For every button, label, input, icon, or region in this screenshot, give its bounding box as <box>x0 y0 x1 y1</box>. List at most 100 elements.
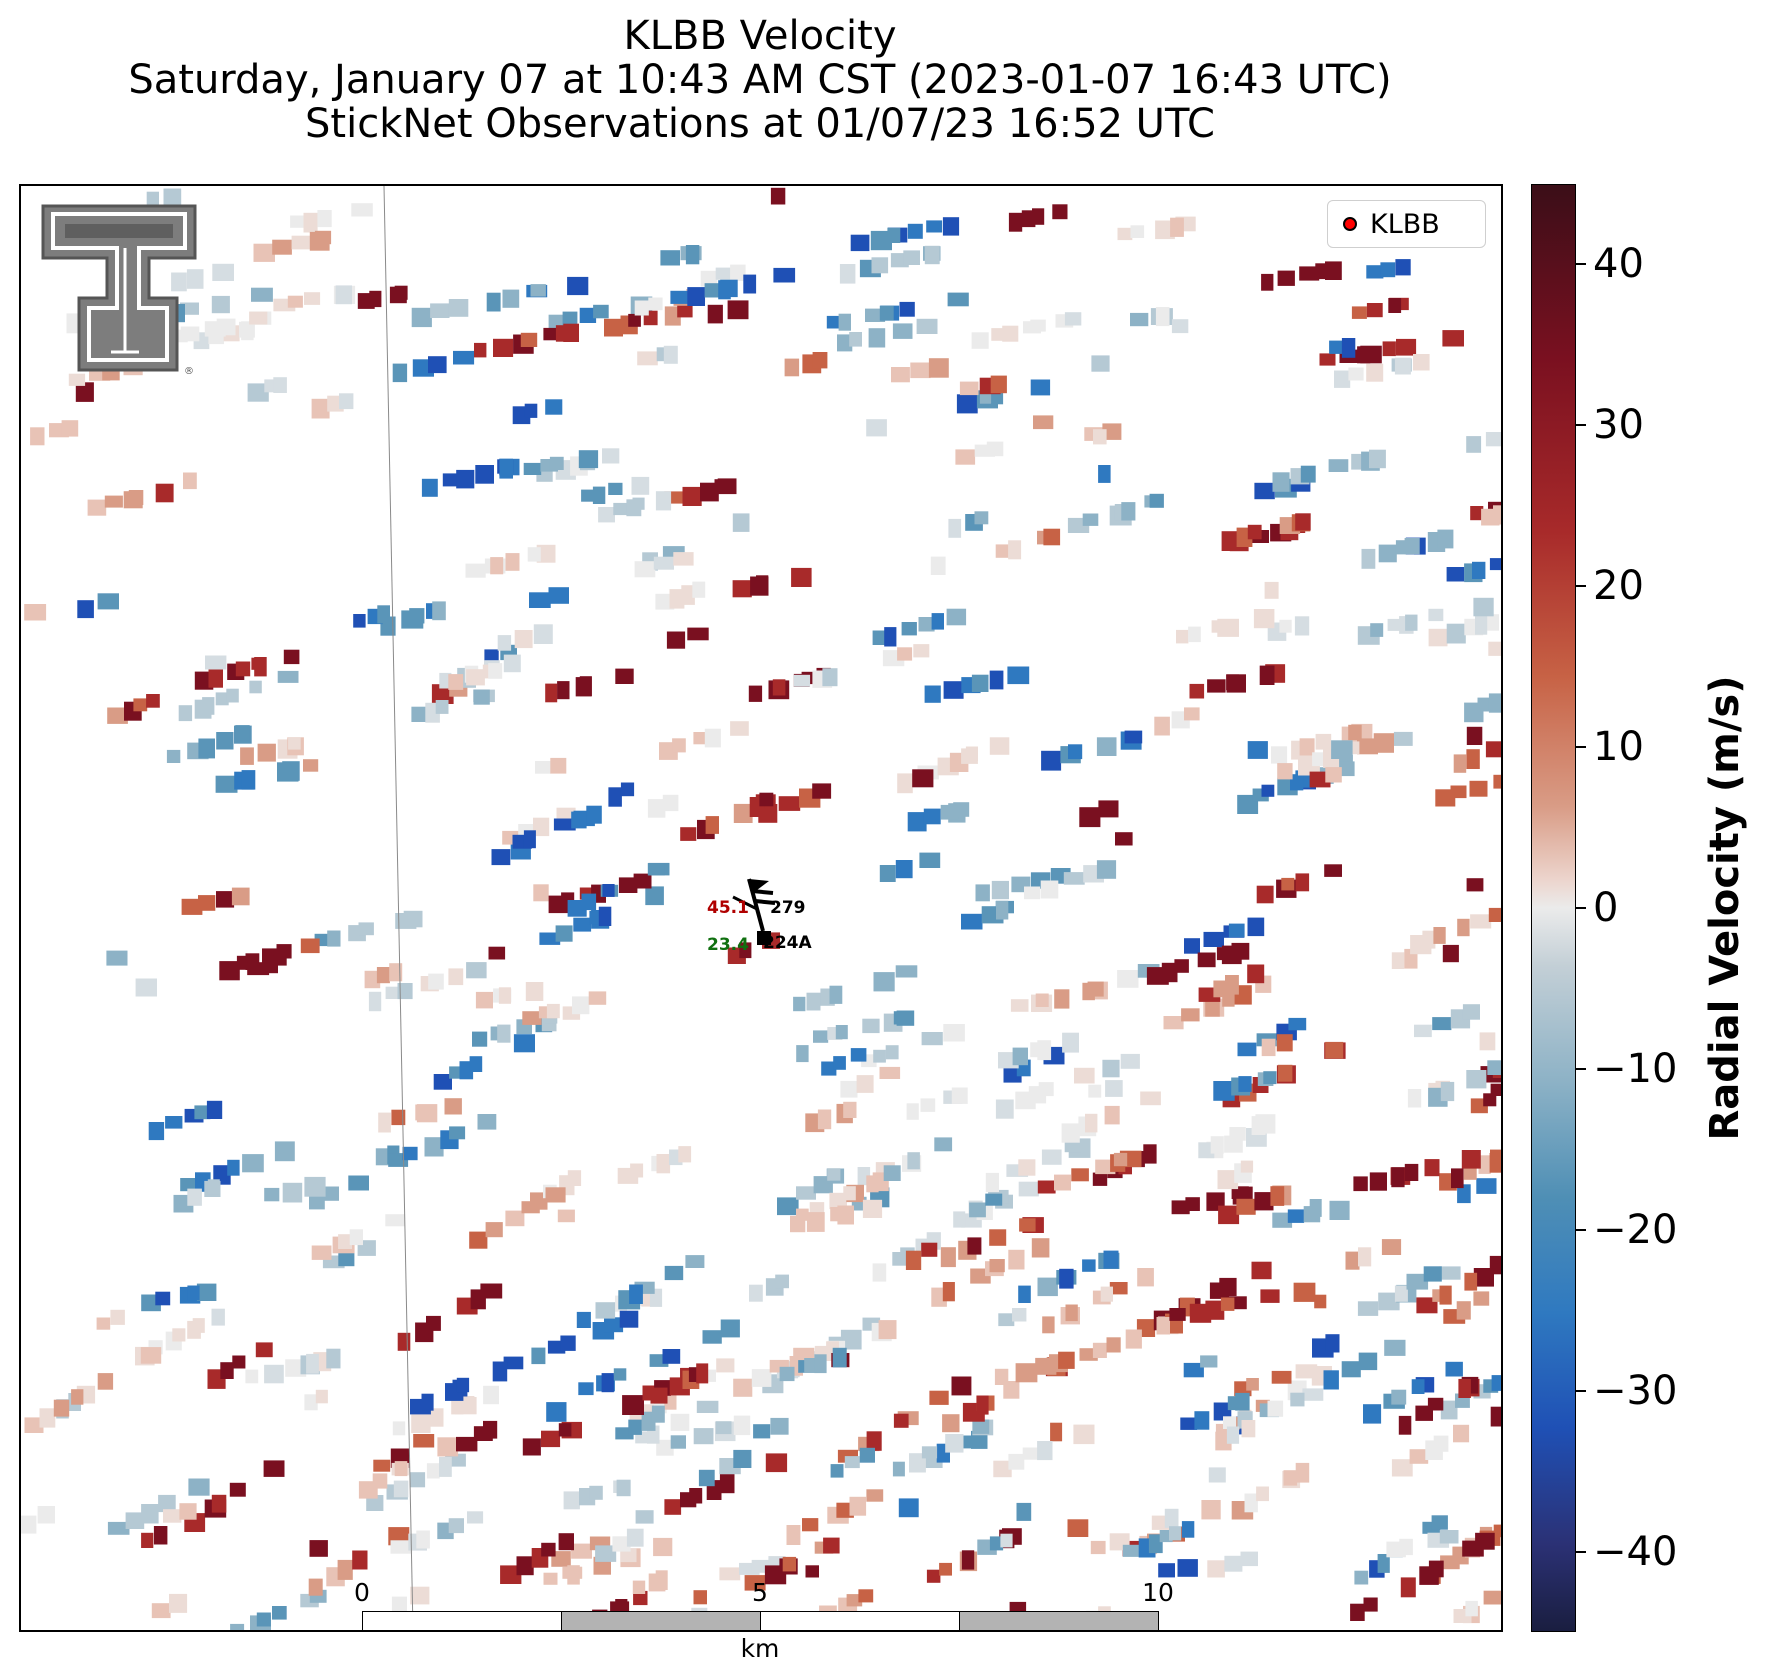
velocity-gate <box>220 1362 234 1379</box>
velocity-gate <box>1272 472 1290 492</box>
velocity-gate <box>635 1510 654 1524</box>
colorbar-tick-label: −10 <box>1593 1045 1678 1092</box>
velocity-gate <box>1253 609 1275 629</box>
velocity-gate <box>593 304 609 319</box>
velocity-gate <box>390 1540 413 1554</box>
velocity-gate <box>1345 1251 1360 1270</box>
velocity-gate <box>1203 931 1224 947</box>
velocity-gate <box>522 1011 542 1025</box>
velocity-gate <box>490 557 504 575</box>
velocity-gate <box>413 1434 435 1448</box>
velocity-gate <box>369 290 382 308</box>
velocity-gate <box>1399 1538 1413 1556</box>
velocity-gate <box>385 1214 405 1227</box>
velocity-gate <box>254 657 267 677</box>
velocity-gate <box>1287 1209 1305 1223</box>
velocity-gate <box>211 1308 225 1326</box>
velocity-gate <box>895 965 918 978</box>
velocity-gate <box>589 1485 603 1500</box>
velocity-gate <box>1098 465 1111 483</box>
velocity-gate <box>719 1567 741 1581</box>
velocity-gate <box>409 608 425 624</box>
velocity-gate <box>680 827 697 841</box>
velocity-gate <box>837 1205 854 1225</box>
velocity-gate <box>891 367 910 383</box>
velocity-gate <box>1000 1533 1013 1548</box>
velocity-gate <box>629 1284 643 1304</box>
velocity-gate <box>804 1358 818 1373</box>
station-pressure: 279 <box>770 898 806 918</box>
velocity-gate <box>1366 303 1383 318</box>
velocity-gate <box>1247 964 1265 984</box>
velocity-gate <box>1185 1197 1200 1211</box>
velocity-gate <box>1370 623 1384 637</box>
velocity-gate <box>1485 432 1501 447</box>
velocity-gate <box>806 1212 825 1232</box>
velocity-gate <box>913 644 930 658</box>
velocity-gate <box>24 1417 44 1433</box>
velocity-gate <box>546 1003 560 1019</box>
velocity-gate <box>282 761 300 781</box>
velocity-gate <box>955 449 976 465</box>
velocity-gate <box>672 738 686 753</box>
velocity-gate <box>1043 528 1061 546</box>
velocity-gate <box>1156 1317 1170 1335</box>
velocity-gate <box>749 1284 763 1302</box>
velocity-gate <box>1104 1105 1120 1125</box>
velocity-gate <box>304 1176 326 1197</box>
velocity-gate <box>1303 1206 1321 1223</box>
velocity-gate <box>1457 918 1470 937</box>
velocity-gate <box>1163 1016 1184 1030</box>
velocity-gate <box>1217 1170 1239 1190</box>
velocity-gate <box>1391 1389 1407 1405</box>
velocity-gate <box>1453 1424 1470 1443</box>
title-line-3: StickNet Observations at 01/07/23 16:52 … <box>305 101 1215 147</box>
velocity-gate <box>663 345 678 364</box>
velocity-gate <box>969 1202 986 1218</box>
velocity-gate <box>907 1152 920 1170</box>
velocity-gate <box>505 1210 525 1227</box>
velocity-gate <box>96 1317 111 1330</box>
velocity-gate <box>403 910 423 928</box>
velocity-gate <box>249 311 268 325</box>
velocity-gate <box>840 1329 862 1350</box>
velocity-gate <box>770 187 786 205</box>
velocity-gate <box>1035 993 1049 1007</box>
velocity-gate <box>470 1289 486 1310</box>
velocity-gate <box>715 267 732 280</box>
velocity-gate <box>1442 330 1464 347</box>
velocity-gate <box>588 991 607 1005</box>
velocity-gate <box>633 873 652 889</box>
velocity-gate <box>662 1349 681 1364</box>
velocity-gate <box>1155 220 1175 240</box>
velocity-gate <box>1489 1255 1501 1275</box>
velocity-gate <box>1091 355 1110 372</box>
velocity-gate <box>315 1389 328 1404</box>
scale-segment-1 <box>362 1611 562 1631</box>
velocity-gate <box>942 217 960 236</box>
velocity-gate <box>862 1199 883 1218</box>
velocity-gate <box>571 811 587 829</box>
velocity-gate <box>524 403 538 418</box>
velocity-gate <box>1041 750 1062 771</box>
velocity-gate <box>930 556 946 575</box>
velocity-gate <box>1117 227 1133 241</box>
velocity-gate <box>180 1178 199 1192</box>
velocity-gate <box>989 737 1010 755</box>
velocity-gate <box>985 1172 999 1192</box>
velocity-gate <box>866 1489 884 1502</box>
velocity-gate <box>1102 1059 1120 1078</box>
velocity-gate <box>1235 1392 1250 1411</box>
velocity-gate <box>879 305 894 321</box>
velocity-gate <box>216 732 234 750</box>
velocity-gate <box>1357 346 1371 364</box>
velocity-gate <box>835 1025 848 1040</box>
velocity-gate <box>273 950 287 966</box>
velocity-gate <box>1225 975 1239 995</box>
velocity-gate <box>700 270 718 287</box>
velocity-gate <box>533 624 553 644</box>
velocity-gate <box>304 1394 318 1411</box>
radar-map[interactable]: ® <box>19 184 1503 1632</box>
velocity-gate <box>277 670 299 683</box>
velocity-gate <box>1294 616 1310 636</box>
